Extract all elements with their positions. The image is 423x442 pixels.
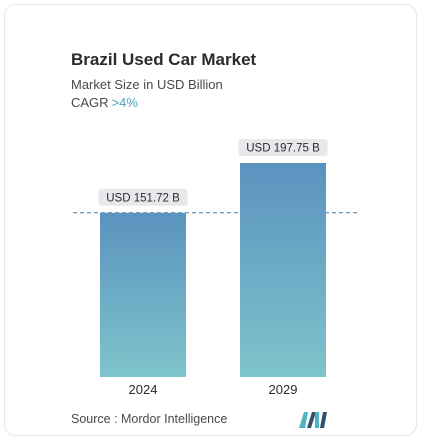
- data-label-bg-2024: [98, 188, 188, 206]
- data-label-2024: USD 151.72 B: [106, 192, 180, 204]
- cagr-value: >4%: [111, 95, 138, 110]
- mordor-intelligence-logo-icon: [299, 412, 327, 428]
- source-credit: Source : Mordor Intelligence: [71, 412, 228, 426]
- cagr-line: CAGR >4%: [71, 95, 138, 110]
- chart-card: [4, 4, 417, 436]
- bar-2029: [240, 163, 326, 377]
- data-label-2029: USD 197.75 B: [246, 143, 320, 155]
- cagr-label: CAGR: [71, 95, 109, 110]
- chart-title: Brazil Used Car Market: [71, 50, 257, 69]
- x-tick-2024: 2024: [129, 382, 158, 397]
- bar-2024: [100, 212, 186, 377]
- chart-subtitle: Market Size in USD Billion: [71, 77, 223, 92]
- x-tick-2029: 2029: [269, 382, 298, 397]
- data-label-bg-2029: [238, 139, 328, 156]
